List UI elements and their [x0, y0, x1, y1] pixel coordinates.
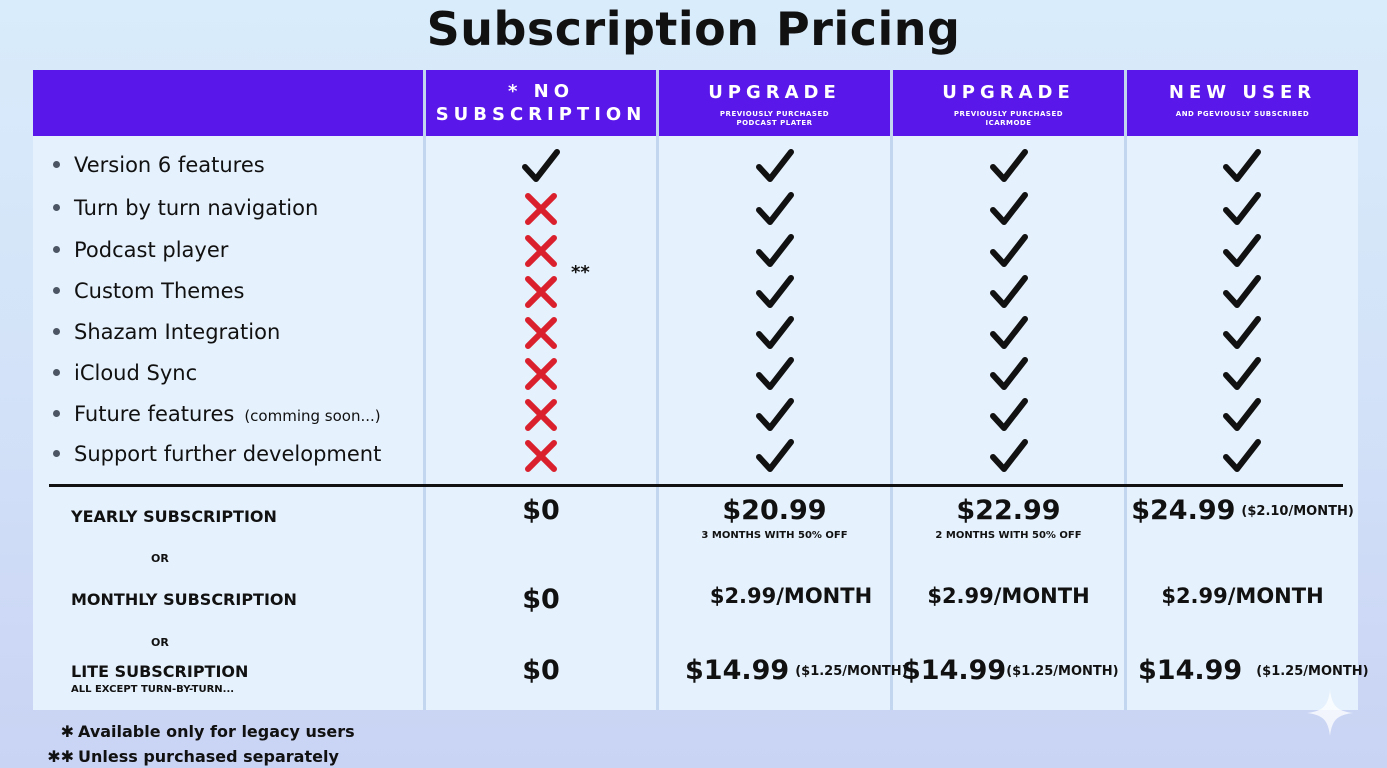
feature-row-label: Podcast player: [53, 238, 228, 262]
check-icon: [990, 234, 1028, 267]
bullet-icon: [53, 327, 60, 335]
page-title: Subscription Pricing: [426, 2, 961, 56]
bullet-icon: [53, 409, 60, 417]
or-separator: OR: [151, 552, 169, 565]
check-icon: [756, 234, 794, 267]
check-icon: [756, 439, 794, 472]
check-icon: [1223, 149, 1261, 182]
feature-row-label: Support further development: [53, 442, 381, 466]
yearly-price-note: 2 MONTHS WITH 50% OFF: [935, 530, 1082, 541]
check-icon: [1223, 192, 1261, 225]
header-cell-features: [33, 70, 423, 136]
lite-price: $0: [522, 655, 560, 686]
footnote-marker: **: [571, 262, 590, 283]
or-separator: OR: [151, 636, 169, 649]
check-icon: [990, 275, 1028, 308]
feature-row-label: Custom Themes: [53, 279, 245, 303]
pricing-table: * NO SUBSCRIPTION UPGRADE PREVIOUSLY PUR…: [33, 70, 1369, 710]
header-upgrade-podcast: UPGRADE PREVIOUSLY PURCHASED PODCAST PLA…: [659, 70, 890, 136]
yearly-price: $24.99 ($2.10/MONTH): [1131, 495, 1354, 526]
column-separator: [423, 70, 426, 710]
bullet-icon: [53, 203, 60, 211]
feature-row-label: Future features (comming soon...): [53, 402, 381, 426]
check-icon: [1223, 398, 1261, 431]
check-icon: [756, 357, 794, 390]
cross-icon: [525, 317, 557, 349]
lite-price: $14.99($1.25/MONTH): [685, 655, 908, 686]
check-icon: [756, 398, 794, 431]
check-icon: [1223, 439, 1261, 472]
double-asterisk-icon: ✱✱: [47, 747, 74, 766]
bullet-icon: [53, 245, 60, 253]
yearly-price: $20.99: [722, 495, 827, 526]
header-no-subscription: * NO SUBSCRIPTION: [426, 70, 656, 136]
header-upgrade-icarmode: UPGRADE PREVIOUSLY PURCHASED ICARMODE: [893, 70, 1124, 136]
feature-row-label: Version 6 features: [53, 153, 265, 177]
check-icon: [990, 316, 1028, 349]
feature-row-label: Turn by turn navigation: [53, 196, 318, 220]
sparkle-icon: [1307, 690, 1353, 736]
asterisk-icon: ✱: [60, 722, 74, 741]
check-icon: [990, 439, 1028, 472]
cross-icon: [525, 440, 557, 472]
feature-note: (comming soon...): [244, 407, 381, 425]
yearly-price: $0: [522, 495, 560, 526]
column-separator: [890, 70, 893, 710]
lite-price: $14.99($1.25/MONTH): [1138, 655, 1369, 686]
cross-icon: [525, 358, 557, 390]
header-title: UPGRADE: [942, 82, 1075, 103]
check-icon: [1223, 357, 1261, 390]
footnote-separate: ✱✱ Unless purchased separately: [40, 747, 339, 766]
feature-row-label: Shazam Integration: [53, 320, 280, 344]
yearly-price-note: 3 MONTHS WITH 50% OFF: [701, 530, 848, 541]
check-icon: [522, 149, 560, 182]
lite-price-note: ($1.25/MONTH): [1006, 664, 1119, 679]
feature-row-label: iCloud Sync: [53, 361, 197, 385]
header-title: NEW USER: [1168, 82, 1317, 103]
cross-icon: [525, 399, 557, 431]
header-title: UPGRADE: [708, 82, 841, 103]
bullet-icon: [53, 286, 60, 294]
footnote-legacy: ✱ Available only for legacy users: [40, 722, 355, 741]
check-icon: [756, 275, 794, 308]
header-subtitle: PREVIOUSLY PURCHASED PODCAST PLATER: [719, 110, 830, 127]
check-icon: [1223, 234, 1261, 267]
column-separator: [1124, 70, 1127, 710]
monthly-price: $2.99/MONTH: [1161, 584, 1324, 608]
header-subtitle: AND PGEVIOUSLY SUBSCRIBED: [1175, 110, 1310, 118]
cross-icon: [525, 235, 557, 267]
check-icon: [756, 149, 794, 182]
cross-icon: [525, 193, 557, 225]
column-separator: [656, 70, 659, 710]
check-icon: [990, 149, 1028, 182]
monthly-price: $2.99/MONTH: [927, 584, 1090, 608]
check-icon: [990, 357, 1028, 390]
bullet-icon: [53, 160, 60, 168]
yearly-price: $22.99: [956, 495, 1061, 526]
monthly-price: $0: [522, 584, 560, 615]
lite-price-note: ($1.25/MONTH): [795, 664, 908, 679]
check-icon: [1223, 316, 1261, 349]
check-icon: [756, 192, 794, 225]
bullet-icon: [53, 368, 60, 376]
header-new-user: NEW USER AND PGEVIOUSLY SUBSCRIBED: [1127, 70, 1358, 136]
lite-subscription-label: LITE SUBSCRIPTION: [71, 662, 249, 681]
lite-price: $14.99($1.25/MONTH): [902, 655, 1119, 686]
header-title: * NO SUBSCRIPTION: [435, 81, 647, 125]
yearly-subscription-label: YEARLY SUBSCRIPTION: [71, 507, 277, 526]
check-icon: [1223, 275, 1261, 308]
cross-icon: [525, 276, 557, 308]
lite-subscription-sublabel: ALL EXCEPT TURN-BY-TURN...: [71, 684, 235, 695]
check-icon: [990, 398, 1028, 431]
bullet-icon: [53, 449, 60, 457]
lite-price-note: ($1.25/MONTH): [1256, 664, 1369, 679]
check-icon: [756, 316, 794, 349]
yearly-price-note: ($2.10/MONTH): [1241, 504, 1354, 519]
monthly-price: $2.99/MONTH: [709, 584, 873, 608]
header-subtitle: PREVIOUSLY PURCHASED ICARMODE: [953, 110, 1064, 127]
check-icon: [990, 192, 1028, 225]
monthly-subscription-label: MONTHLY SUBSCRIPTION: [71, 590, 297, 609]
section-divider: [49, 484, 1343, 487]
